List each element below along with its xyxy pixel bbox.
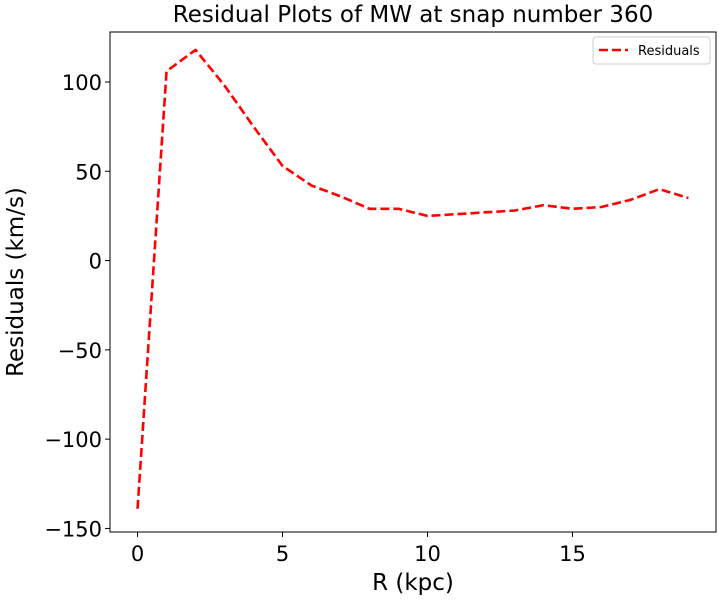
y-tick-label: 100 [62,71,102,95]
legend-label: Residuals [638,44,700,59]
y-tick-label: 50 [75,160,102,184]
x-tick-label: 10 [414,542,441,566]
y-tick-label: −50 [58,339,102,363]
legend-box [592,36,711,65]
series-line-residuals [136,48,689,509]
x-tick-label: 0 [131,542,144,566]
x-axis-title: R (kpc) [372,570,454,596]
chart-title: Residual Plots of MW at snap number 360 [173,2,653,28]
x-tick-label: 15 [559,542,586,566]
plot-area: 0 5 10 15 −150 −100 −50 0 50 100 [44,31,717,566]
y-tick-label: 0 [89,250,102,274]
y-tick-label: −100 [44,428,102,452]
legend: Residuals [592,36,711,65]
y-axis-title: Residuals (km/s) [3,187,29,377]
x-tick-label: 5 [276,542,289,566]
y-tick-label: −150 [44,517,102,541]
plot-frame [109,31,717,533]
